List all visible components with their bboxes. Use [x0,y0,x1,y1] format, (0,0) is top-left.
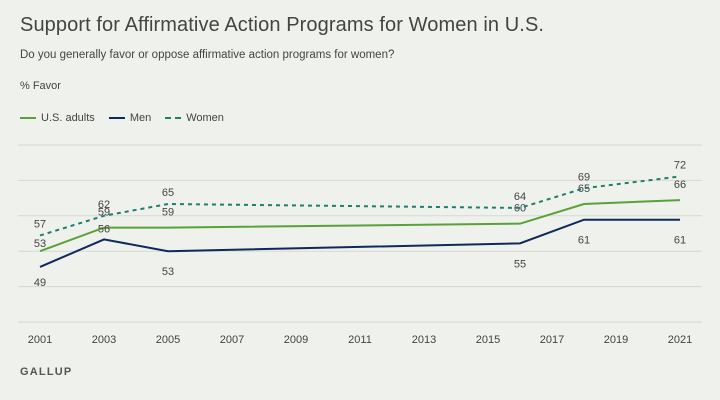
x-tick-label: 2011 [348,334,372,346]
x-tick-label: 2017 [540,334,564,346]
legend-label-us-adults: U.S. adults [41,112,95,124]
data-label: 53 [34,238,46,250]
data-label: 56 [98,223,110,235]
data-label: 65 [578,183,590,195]
data-label: 53 [162,266,174,278]
x-tick-label: 2009 [284,334,308,346]
data-label: 72 [674,159,686,171]
x-tick-label: 2019 [604,334,628,346]
legend-item-us-adults: U.S. adults [20,112,95,124]
data-label: 66 [674,179,686,191]
data-label: 65 [162,187,174,199]
legend-swatch-us-adults [20,117,36,119]
legend-swatch-women [165,117,182,119]
x-tick-label: 2021 [668,334,692,346]
data-label: 61 [674,235,686,247]
x-tick-label: 2003 [92,334,116,346]
data-label: 57 [34,218,46,230]
data-label: 61 [578,235,590,247]
series-line-men [39,218,680,268]
legend: U.S. adults Men Women [20,112,238,124]
x-tick-label: 2015 [476,334,500,346]
x-tick-label: 2005 [156,334,180,346]
chart-title: Support for Affirmative Action Programs … [20,14,545,36]
chart-subtitle: Do you generally favor or oppose affirma… [20,49,395,61]
gallup-logo-text: GALLUP [20,366,73,378]
data-label: 49 [34,277,46,289]
data-label: 55 [514,258,526,270]
data-label: 60 [514,203,526,215]
legend-swatch-men [108,117,125,119]
legend-label-men: Men [129,112,152,124]
legend-item-men: Men [108,112,152,124]
data-label: 69 [578,171,590,183]
data-label: 59 [98,207,110,219]
legend-label-women: Women [186,112,224,124]
data-label: 64 [514,191,526,203]
x-tick-label: 2001 [28,334,52,346]
y-axis-label: % Favor [20,80,61,92]
data-label: 62 [98,199,110,211]
x-tick-label: 2013 [412,334,436,346]
series-line-us-adults [39,199,681,253]
data-label: 59 [162,207,174,219]
x-tick-label: 2007 [220,334,244,346]
legend-item-women: Women [165,112,224,124]
